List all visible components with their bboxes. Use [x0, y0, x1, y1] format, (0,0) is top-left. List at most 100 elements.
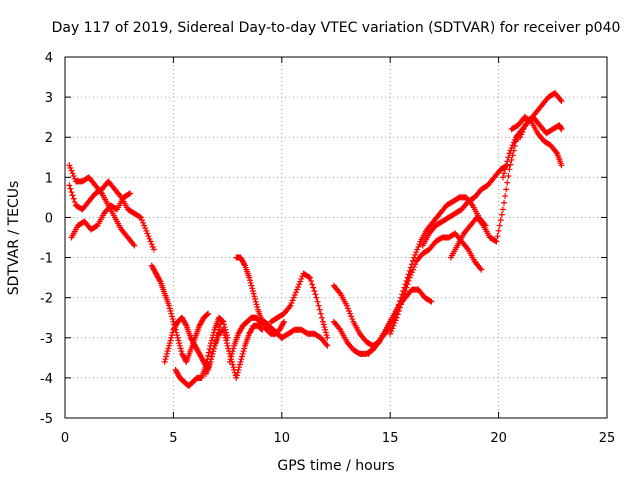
data-point — [150, 246, 157, 253]
data-point — [403, 284, 410, 291]
series-track-d — [148, 262, 212, 365]
data-point — [311, 287, 318, 294]
data-point — [169, 316, 176, 323]
data-point — [308, 277, 315, 284]
data-point — [144, 230, 151, 237]
y-tick-label: -3 — [40, 332, 53, 347]
data-point — [398, 301, 405, 308]
data-point — [228, 350, 235, 357]
data-point — [140, 219, 147, 226]
data-point — [246, 274, 253, 281]
data-point — [416, 241, 423, 248]
data-point — [166, 302, 173, 309]
data-point — [220, 321, 227, 328]
data-point — [207, 340, 214, 347]
data-point — [235, 366, 242, 373]
data-point — [223, 337, 230, 344]
data-point — [508, 156, 515, 163]
data-point — [519, 128, 526, 135]
data-point — [69, 192, 76, 199]
data-point — [518, 131, 525, 138]
data-point — [210, 329, 217, 336]
data-point — [318, 314, 325, 321]
data-point — [517, 134, 524, 141]
data-point — [393, 314, 400, 321]
y-tick-label: 3 — [45, 91, 53, 106]
data-point — [165, 345, 172, 352]
series-track-g — [202, 322, 266, 381]
data-point — [168, 334, 175, 341]
data-point — [428, 298, 435, 305]
data-point — [247, 279, 254, 286]
data-point — [312, 291, 319, 298]
data-point — [502, 193, 509, 200]
data-point — [204, 311, 211, 318]
data-point — [319, 318, 326, 325]
data-point — [296, 281, 303, 288]
data-point — [207, 358, 214, 365]
data-point — [343, 302, 350, 309]
data-point — [309, 281, 316, 288]
data-point — [396, 304, 403, 311]
data-point — [389, 325, 396, 332]
data-point — [477, 265, 484, 272]
data-point — [505, 154, 512, 161]
data-point — [323, 341, 330, 348]
data-point — [504, 158, 511, 165]
y-tick-label: 4 — [45, 51, 53, 66]
data-point — [169, 329, 176, 336]
data-point — [167, 308, 174, 315]
data-point — [558, 98, 565, 105]
data-point — [317, 310, 324, 317]
data-point — [249, 287, 256, 294]
data-point — [293, 286, 300, 293]
data-point — [511, 136, 518, 143]
data-point — [233, 374, 240, 381]
data-point — [324, 334, 331, 341]
data-point — [501, 170, 508, 177]
data-point — [408, 269, 415, 276]
data-point — [305, 273, 312, 280]
data-point — [208, 337, 215, 344]
data-marks — [66, 90, 565, 389]
data-point — [506, 150, 513, 157]
data-point — [391, 320, 398, 327]
data-point — [142, 225, 149, 232]
data-point — [205, 352, 212, 359]
data-point — [229, 361, 236, 368]
x-axis-label: GPS time / hours — [277, 458, 394, 474]
x-tick-label: 15 — [382, 431, 399, 446]
data-point — [415, 243, 422, 250]
data-point — [501, 199, 508, 206]
data-point — [411, 263, 418, 270]
x-tick-label: 20 — [490, 431, 507, 446]
data-point — [315, 302, 322, 309]
data-point — [280, 318, 287, 325]
data-point — [348, 313, 355, 320]
data-point — [176, 342, 183, 349]
data-point — [310, 284, 317, 291]
data-point — [401, 291, 408, 298]
data-point — [228, 353, 235, 360]
data-point — [492, 237, 499, 244]
data-point — [295, 283, 302, 290]
data-point — [346, 308, 353, 315]
data-point — [97, 189, 104, 196]
data-point — [175, 337, 182, 344]
data-point — [137, 214, 144, 221]
data-point — [316, 306, 323, 313]
data-point — [322, 326, 329, 333]
data-point — [336, 289, 343, 296]
data-point — [223, 340, 230, 347]
data-point — [288, 300, 295, 307]
chart-title: Day 117 of 2019, Sidereal Day-to-day VTE… — [52, 20, 621, 36]
data-point — [70, 172, 77, 179]
data-point — [163, 350, 170, 357]
series-track-h — [233, 254, 287, 337]
data-point — [227, 356, 234, 363]
data-point — [409, 266, 416, 273]
data-point — [400, 294, 407, 301]
data-point — [427, 298, 434, 305]
data-point — [399, 298, 406, 305]
data-point — [203, 359, 210, 366]
